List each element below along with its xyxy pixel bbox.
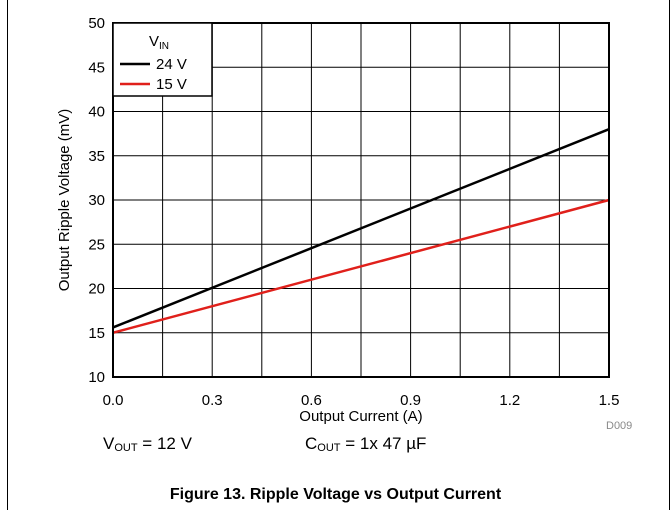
x-tick-label: 1.2 [499, 392, 520, 409]
legend: VIN 24 V 15 V [112, 22, 213, 97]
series-line-1 [112, 198, 610, 334]
y-tick-label: 10 [88, 369, 105, 386]
y-tick-label: 30 [88, 192, 105, 209]
x-tick-label: 0.0 [103, 392, 124, 409]
x-tick-label: 0.9 [400, 392, 421, 409]
series-line-0 [112, 128, 610, 329]
legend-title: VIN [149, 33, 169, 52]
legend-title-main: V [149, 33, 159, 50]
legend-label-0: 24 V [156, 56, 187, 73]
y-axis-title: Output Ripple Voltage (mV) [56, 109, 73, 292]
tick-labels: 0.0 0.3 0.6 0.9 1.2 1.5 10 15 20 25 30 35 40 45 50 [88, 15, 619, 409]
legend-items: 24 V 15 V [120, 56, 187, 93]
figure-caption: Figure 13. Ripple Voltage vs Output Curr… [169, 486, 502, 503]
figure-frame [7, 0, 670, 510]
y-tick-label: 20 [88, 281, 105, 298]
document-code: D009 [606, 420, 633, 432]
series-lines [112, 128, 610, 334]
legend-title-sub: IN [159, 41, 169, 52]
x-tick-label: 1.5 [599, 392, 620, 409]
y-tick-label: 25 [88, 236, 105, 253]
x-axis-title: Output Current (A) [299, 408, 422, 425]
cout-condition: COUT = 1x 47 µF [305, 434, 427, 454]
y-tick-label: 35 [88, 148, 105, 165]
grid [113, 23, 609, 377]
vout-condition: VOUT = 12 V [103, 434, 192, 454]
y-tick-label: 40 [88, 104, 105, 121]
x-tick-label: 0.3 [202, 392, 223, 409]
legend-label-1: 15 V [156, 76, 187, 93]
y-tick-label: 45 [88, 59, 105, 76]
plot-border [112, 22, 610, 378]
x-tick-label: 0.6 [301, 392, 322, 409]
y-tick-label: 50 [88, 15, 105, 32]
y-tick-label: 15 [88, 325, 105, 342]
